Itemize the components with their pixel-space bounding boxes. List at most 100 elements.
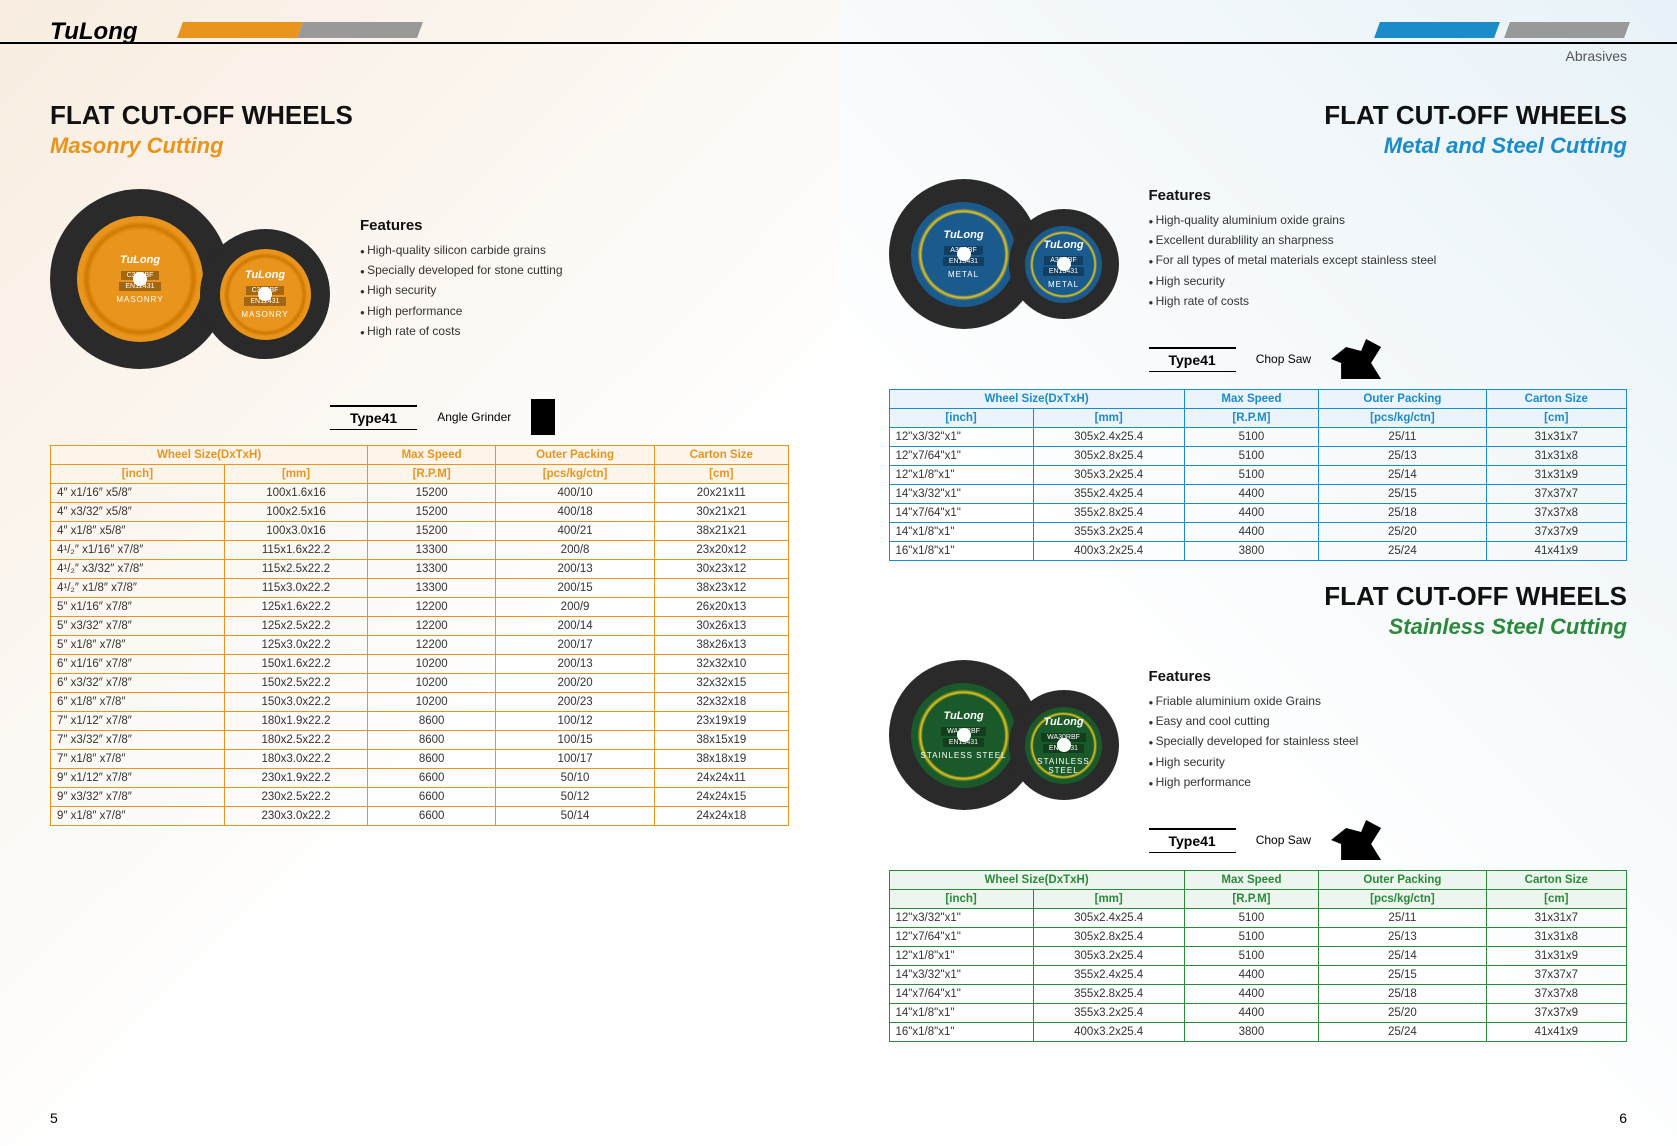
table-cell: 6″ x1/16″ x7/8″ — [51, 655, 225, 674]
table-subheader: [cm] — [1486, 890, 1626, 909]
table-subheader: [inch] — [889, 890, 1033, 909]
table-row: 5″ x1/8″ x7/8″125x3.0x22.212200200/1738x… — [51, 636, 789, 655]
table-cell: 41x41x9 — [1486, 542, 1626, 561]
table-cell: 37x37x9 — [1486, 1004, 1626, 1023]
table-cell: 8600 — [368, 731, 496, 750]
table-cell: 200/13 — [496, 655, 655, 674]
stainless-table: Wheel Size(DxTxH)Max SpeedOuter PackingC… — [889, 870, 1628, 1042]
table-row: 4″ x1/16″ x5/8″100x1.6x1615200400/1020x2… — [51, 484, 789, 503]
feature-item: High-quality silicon carbide grains — [360, 240, 563, 260]
table-cell: 30x26x13 — [655, 617, 788, 636]
table-cell: 12"x1/8"x1" — [889, 466, 1033, 485]
table-cell: 3800 — [1184, 542, 1319, 561]
table-cell: 50/12 — [496, 788, 655, 807]
metal-features: Features High-quality aluminium oxide gr… — [1149, 187, 1437, 312]
table-row: 4¹/₂″ x1/16″ x7/8″115x1.6x22.213300200/8… — [51, 541, 789, 560]
table-cell: 5100 — [1184, 428, 1319, 447]
table-cell: 16"x1/8"x1" — [889, 1023, 1033, 1042]
table-cell: 10200 — [368, 693, 496, 712]
table-subheader: [mm] — [1033, 409, 1184, 428]
table-cell: 13300 — [368, 541, 496, 560]
table-row: 14"x1/8"x1"355x3.2x25.4440025/2037x37x9 — [889, 523, 1627, 542]
table-cell: 200/15 — [496, 579, 655, 598]
table-cell: 12"x7/64"x1" — [889, 447, 1033, 466]
table-cell: 31x31x7 — [1486, 909, 1626, 928]
table-cell: 12"x3/32"x1" — [889, 428, 1033, 447]
table-cell: 150x3.0x22.2 — [224, 693, 368, 712]
chop-saw-icon — [1331, 339, 1381, 379]
table-subheader: [mm] — [224, 465, 368, 484]
table-cell: 200/20 — [496, 674, 655, 693]
table-cell: 30x23x12 — [655, 560, 788, 579]
table-cell: 25/15 — [1319, 966, 1486, 985]
type-label: Type41 — [330, 405, 417, 430]
table-cell: 100x2.5x16 — [224, 503, 368, 522]
table-cell: 24x24x15 — [655, 788, 788, 807]
table-cell: 5″ x3/32″ x7/8″ — [51, 617, 225, 636]
table-cell: 125x3.0x22.2 — [224, 636, 368, 655]
table-row: 4″ x3/32″ x5/8″100x2.5x1615200400/1830x2… — [51, 503, 789, 522]
table-cell: 25/11 — [1319, 909, 1486, 928]
table-cell: 180x2.5x22.2 — [224, 731, 368, 750]
table-row: 14"x3/32"x1"355x2.4x25.4440025/1537x37x7 — [889, 485, 1627, 504]
table-row: 4¹/₂″ x3/32″ x7/8″115x2.5x22.213300200/1… — [51, 560, 789, 579]
feature-item: Friable aluminium oxide Grains — [1149, 691, 1359, 711]
table-cell: 9″ x1/12″ x7/8″ — [51, 769, 225, 788]
table-cell: 38x23x12 — [655, 579, 788, 598]
table-header: Carton Size — [655, 446, 788, 465]
feature-item: High security — [360, 280, 563, 300]
table-cell: 100/17 — [496, 750, 655, 769]
table-cell: 13300 — [368, 579, 496, 598]
table-header: Carton Size — [1486, 390, 1626, 409]
table-header: Max Speed — [1184, 871, 1319, 890]
table-cell: 25/13 — [1319, 447, 1486, 466]
table-cell: 50/14 — [496, 807, 655, 826]
table-cell: 400x3.2x25.4 — [1033, 542, 1184, 561]
table-cell: 16"x1/8"x1" — [889, 542, 1033, 561]
table-cell: 25/15 — [1319, 485, 1486, 504]
table-cell: 38x18x19 — [655, 750, 788, 769]
table-cell: 230x1.9x22.2 — [224, 769, 368, 788]
features-heading: Features — [360, 217, 563, 234]
metal-table: Wheel Size(DxTxH)Max SpeedOuter PackingC… — [889, 389, 1628, 561]
angle-grinder-icon — [531, 399, 555, 435]
masonry-table: Wheel Size(DxTxH)Max SpeedOuter PackingC… — [50, 445, 789, 826]
table-cell: 4400 — [1184, 504, 1319, 523]
table-cell: 200/8 — [496, 541, 655, 560]
table-header: Carton Size — [1486, 871, 1626, 890]
table-subheader: [inch] — [889, 409, 1033, 428]
table-cell: 25/14 — [1319, 466, 1486, 485]
table-cell: 150x2.5x22.2 — [224, 674, 368, 693]
table-cell: 10200 — [368, 674, 496, 693]
tool-label-stainless: Chop Saw — [1256, 833, 1311, 847]
table-row: 5″ x1/16″ x7/8″125x1.6x22.212200200/926x… — [51, 598, 789, 617]
table-row: 6″ x3/32″ x7/8″150x2.5x22.210200200/2032… — [51, 674, 789, 693]
table-row: 12"x3/32"x1"305x2.4x25.4510025/1131x31x7 — [889, 909, 1627, 928]
table-cell: 50/10 — [496, 769, 655, 788]
header-tab-gray — [297, 22, 423, 38]
masonry-title: FLAT CUT-OFF WHEELS — [50, 100, 789, 131]
table-cell: 400x3.2x25.4 — [1033, 1023, 1184, 1042]
table-subheader: [pcs/kg/ctn] — [1319, 409, 1486, 428]
stainless-subtitle: Stainless Steel Cutting — [889, 614, 1628, 640]
table-cell: 180x1.9x22.2 — [224, 712, 368, 731]
table-cell: 9″ x1/8″ x7/8″ — [51, 807, 225, 826]
table-header: Outer Packing — [1319, 390, 1486, 409]
table-row: 7″ x3/32″ x7/8″180x2.5x22.28600100/1538x… — [51, 731, 789, 750]
table-cell: 305x3.2x25.4 — [1033, 466, 1184, 485]
stainless-title: FLAT CUT-OFF WHEELS — [889, 581, 1628, 612]
table-subheader: [R.P.M] — [368, 465, 496, 484]
table-cell: 305x3.2x25.4 — [1033, 947, 1184, 966]
feature-item: High-quality aluminium oxide grains — [1149, 210, 1437, 230]
table-cell: 5″ x1/8″ x7/8″ — [51, 636, 225, 655]
table-cell: 355x2.4x25.4 — [1033, 485, 1184, 504]
table-cell: 14"x7/64"x1" — [889, 985, 1033, 1004]
table-cell: 25/20 — [1319, 523, 1486, 542]
table-cell: 8600 — [368, 712, 496, 731]
table-cell: 25/24 — [1319, 542, 1486, 561]
table-cell: 355x2.4x25.4 — [1033, 966, 1184, 985]
table-row: 6″ x1/16″ x7/8″150x1.6x22.210200200/1332… — [51, 655, 789, 674]
table-cell: 5100 — [1184, 928, 1319, 947]
table-cell: 6600 — [368, 788, 496, 807]
table-cell: 7″ x3/32″ x7/8″ — [51, 731, 225, 750]
